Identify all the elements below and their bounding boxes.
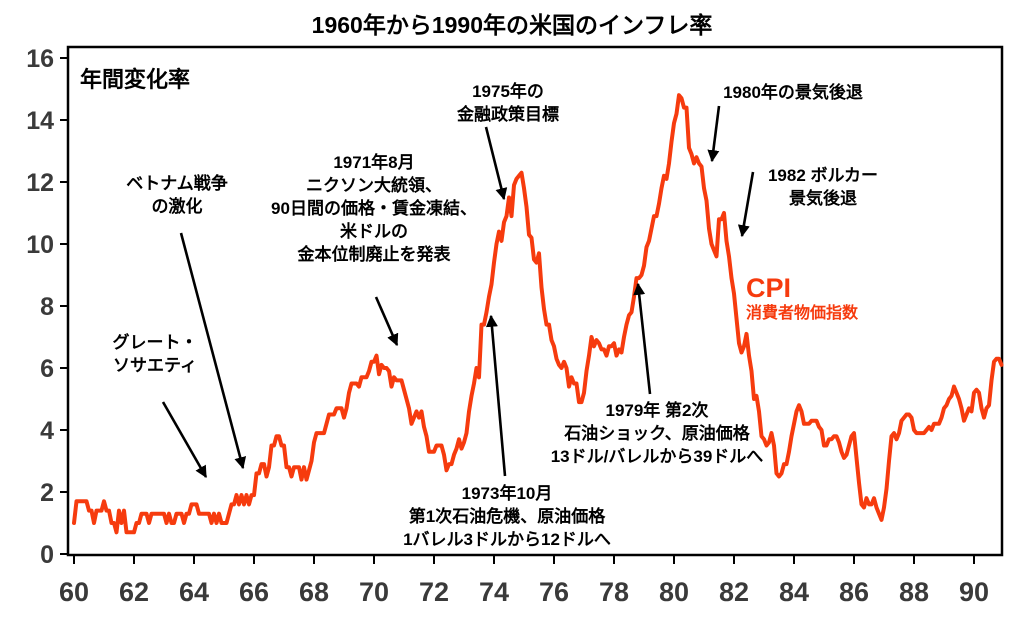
annotation-vietnam-war: ベトナム戦争 の激化 <box>126 172 228 218</box>
y-tick-label: 6 <box>40 355 54 383</box>
annotation-policy-target-1975: 1975年の 金融政策目標 <box>457 80 559 126</box>
annotation-arrow-great-society <box>161 401 208 479</box>
x-tick-label: 68 <box>299 577 329 607</box>
x-tick-label: 74 <box>479 577 509 607</box>
y-axis-unit-label: 年間変化率 <box>80 67 191 92</box>
annotation-arrow-policy-target-1975 <box>484 126 508 201</box>
x-tick-label: 70 <box>359 577 389 607</box>
y-tick-label: 2 <box>40 479 54 507</box>
annotation-line: グレート・ <box>112 333 198 352</box>
annotation-line: 金融政策目標 <box>457 105 559 124</box>
annotation-line: 1980年の景気後退 <box>723 83 863 102</box>
x-tick-label: 80 <box>659 577 689 607</box>
annotation-recession-1980: 1980年の景気後退 <box>723 81 863 104</box>
annotation-line: 1バレル3ドルから12ドルへ <box>403 530 611 549</box>
annotation-line: 1971年8月 <box>333 153 415 172</box>
y-tick-label: 14 <box>26 107 54 135</box>
annotation-arrow-nixon-1971 <box>374 296 399 347</box>
y-tick-label: 10 <box>26 231 54 259</box>
annotation-line: ソサエティ <box>113 356 197 375</box>
annotation-line: 1975年の <box>472 82 544 101</box>
annotation-line: 第1次石油危機、原油価格 <box>408 507 606 526</box>
annotation-line: 1973年10月 <box>461 484 553 503</box>
annotation-line: 1979年 第2次 <box>605 401 709 420</box>
series-label: CPI 消費者物価指数 <box>746 274 858 323</box>
series-label-cpi: CPI <box>746 273 792 303</box>
annotation-arrow-vietnam-war <box>179 232 247 470</box>
annotation-arrow-oil-crisis-1973 <box>485 314 507 477</box>
x-tick-label: 72 <box>419 577 449 607</box>
x-tick-label: 78 <box>599 577 629 607</box>
x-tick-label: 86 <box>839 577 869 607</box>
annotation-arrow-oil-shock-1979 <box>633 282 652 395</box>
y-tick-label: 8 <box>40 293 54 321</box>
y-tick-label: 0 <box>40 541 54 569</box>
annotation-line: 米ドルの <box>339 222 408 241</box>
x-tick-label: 66 <box>239 577 269 607</box>
annotation-line: ニクソン大統領、 <box>305 176 442 195</box>
y-tick-label: 12 <box>26 169 54 197</box>
chart-title: 1960年から1990年の米国のインフレ率 <box>311 12 713 38</box>
annotation-line: 13ドル/バレルから39ドルへ <box>550 447 764 466</box>
annotation-oil-crisis-1973: 1973年10月第1次石油危機、原油価格 1バレル3ドルから12ドルへ <box>403 482 611 551</box>
annotation-line: 景気後退 <box>788 189 857 208</box>
x-tick-label: 82 <box>719 577 749 607</box>
x-tick-label: 60 <box>59 577 89 607</box>
x-tick-label: 90 <box>959 577 989 607</box>
annotation-line: 90日間の価格・賃金凍結、 <box>271 199 477 218</box>
annotation-line: 金本位制廃止を発表 <box>297 245 451 264</box>
x-tick-label: 84 <box>779 577 809 607</box>
annotation-line: 石油ショック、原油価格 <box>564 424 750 443</box>
annotation-line: ベトナム戦争 <box>126 174 228 193</box>
x-tick-label: 64 <box>179 577 209 607</box>
x-tick-label: 88 <box>899 577 929 607</box>
cpi-line <box>72 93 1004 535</box>
annotation-arrow-recession-1980 <box>707 105 721 163</box>
plot-border <box>66 45 1004 557</box>
annotation-oil-shock-1979: 1979年 第2次石油ショック、原油価格 13ドル/バレルから39ドルへ <box>551 399 764 468</box>
series-label-subtitle: 消費者物価指数 <box>746 305 859 322</box>
y-tick-label: 4 <box>40 417 54 445</box>
annotation-line: 1982 ボルカー <box>767 166 879 185</box>
annotation-nixon-1971: 1971年8月ニクソン大統領、 90日間の価格・賃金凍結、 米ドルの金本位制廃止を発… <box>271 151 477 266</box>
x-tick-label: 76 <box>539 577 569 607</box>
annotation-volcker-recession-1982: 1982 ボルカー 景気後退 <box>768 164 878 210</box>
y-tick-label: 16 <box>26 45 54 73</box>
annotation-line: の激化 <box>151 197 203 216</box>
x-tick-label: 62 <box>119 577 149 607</box>
annotation-great-society: グレート・ソサエティ <box>113 331 198 377</box>
annotation-arrow-volcker-recession-1982 <box>737 171 755 238</box>
